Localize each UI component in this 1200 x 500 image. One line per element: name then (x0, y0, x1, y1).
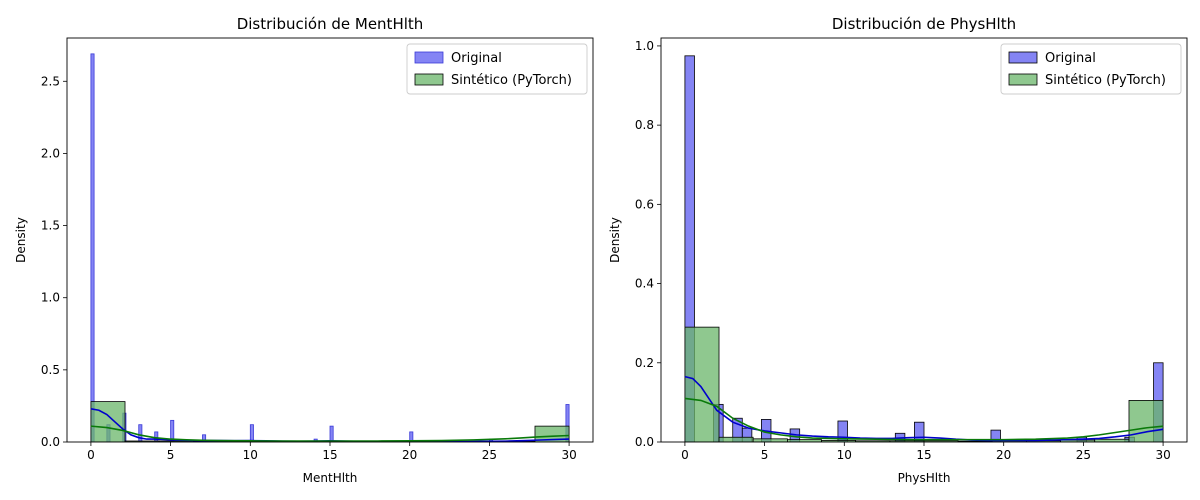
x-tick-label: 30 (1155, 448, 1170, 462)
histogram-bar (718, 436, 754, 442)
y-tick-label: 2.0 (41, 146, 60, 160)
legend: Original Sintético (PyTorch) (1000, 43, 1182, 95)
histogram-bar (249, 424, 254, 442)
x-tick-label: 25 (482, 448, 497, 462)
plot-area (90, 53, 570, 442)
chart-title: Distribución de MentHlth (237, 15, 424, 33)
y-tick-label: 2.5 (41, 74, 60, 88)
x-tick-label: 5 (761, 448, 769, 462)
x-tick-label: 15 (916, 448, 931, 462)
histogram-bar (1128, 400, 1164, 442)
legend-label: Original (1045, 51, 1096, 66)
axes-frame (66, 37, 594, 443)
kde-line-synthetic (90, 425, 570, 442)
histogram-bar (170, 419, 175, 442)
y-tick-label: 0.4 (635, 277, 654, 291)
y-tick-label: 0.8 (635, 118, 654, 132)
y-tick-label: 0.2 (635, 356, 654, 370)
x-axis-label: PhysHlth (898, 471, 951, 485)
legend-swatch (414, 51, 444, 64)
y-axis-label: Density (608, 217, 622, 263)
axes-frame (660, 37, 1188, 443)
legend-box (1000, 43, 1182, 95)
legend-swatch (1008, 51, 1038, 64)
y-tick-label: 1.0 (41, 291, 60, 305)
histogram-bar (837, 420, 848, 442)
legend-swatch (414, 73, 444, 86)
histogram-bar (752, 438, 788, 442)
histogram-bar (684, 326, 720, 442)
x-tick-label: 15 (322, 448, 337, 462)
histogram-bar (684, 55, 695, 442)
histogram-bar (565, 404, 570, 442)
histogram-bar (138, 424, 143, 442)
y-tick-label: 0.0 (41, 435, 60, 449)
x-tick-label: 20 (996, 448, 1011, 462)
x-tick-label: 10 (243, 448, 258, 462)
x-tick-label: 0 (87, 448, 95, 462)
series-original (684, 55, 1164, 442)
chart-panel-1: 0 5 10 15 20 25 30 0.0 0.5 1.0 1.5 2.0 2.5 Distribuci… (14, 15, 594, 485)
chart-panel-2: 0 5 10 15 20 25 30 0.0 0.2 0.4 0.6 0.8 1.0 Distribuci… (608, 15, 1188, 485)
y-axis-label: Density (14, 217, 28, 263)
legend-swatch (1008, 73, 1038, 86)
x-tick-label: 30 (561, 448, 576, 462)
legend: Original Sintético (PyTorch) (406, 43, 588, 95)
y-tick-label: 0.0 (635, 435, 654, 449)
legend-label: Sintético (PyTorch) (1045, 73, 1166, 88)
kde-line-synthetic (684, 397, 1164, 441)
x-tick-label: 5 (167, 448, 175, 462)
legend-label: Original (451, 51, 502, 66)
legend-box (406, 43, 588, 95)
x-axis-label: MentHlth (303, 471, 358, 485)
y-tick-label: 0.6 (635, 197, 654, 211)
legend-label: Sintético (PyTorch) (451, 73, 572, 88)
y-tick-label: 1.0 (635, 39, 654, 53)
kde-line-original (684, 375, 1164, 442)
series-synthetic (684, 326, 1164, 442)
x-tick-label: 25 (1076, 448, 1091, 462)
y-tick-label: 1.5 (41, 219, 60, 233)
series-original (90, 53, 570, 442)
x-tick-label: 20 (402, 448, 417, 462)
x-tick-label: 0 (681, 448, 689, 462)
chart-title: Distribución de PhysHlth (832, 15, 1016, 33)
y-tick-label: 0.5 (41, 363, 60, 377)
histogram-bar (90, 401, 126, 442)
plot-area (684, 55, 1164, 442)
histogram-bar (90, 53, 95, 442)
histogram-bar (329, 425, 334, 442)
x-tick-label: 10 (837, 448, 852, 462)
